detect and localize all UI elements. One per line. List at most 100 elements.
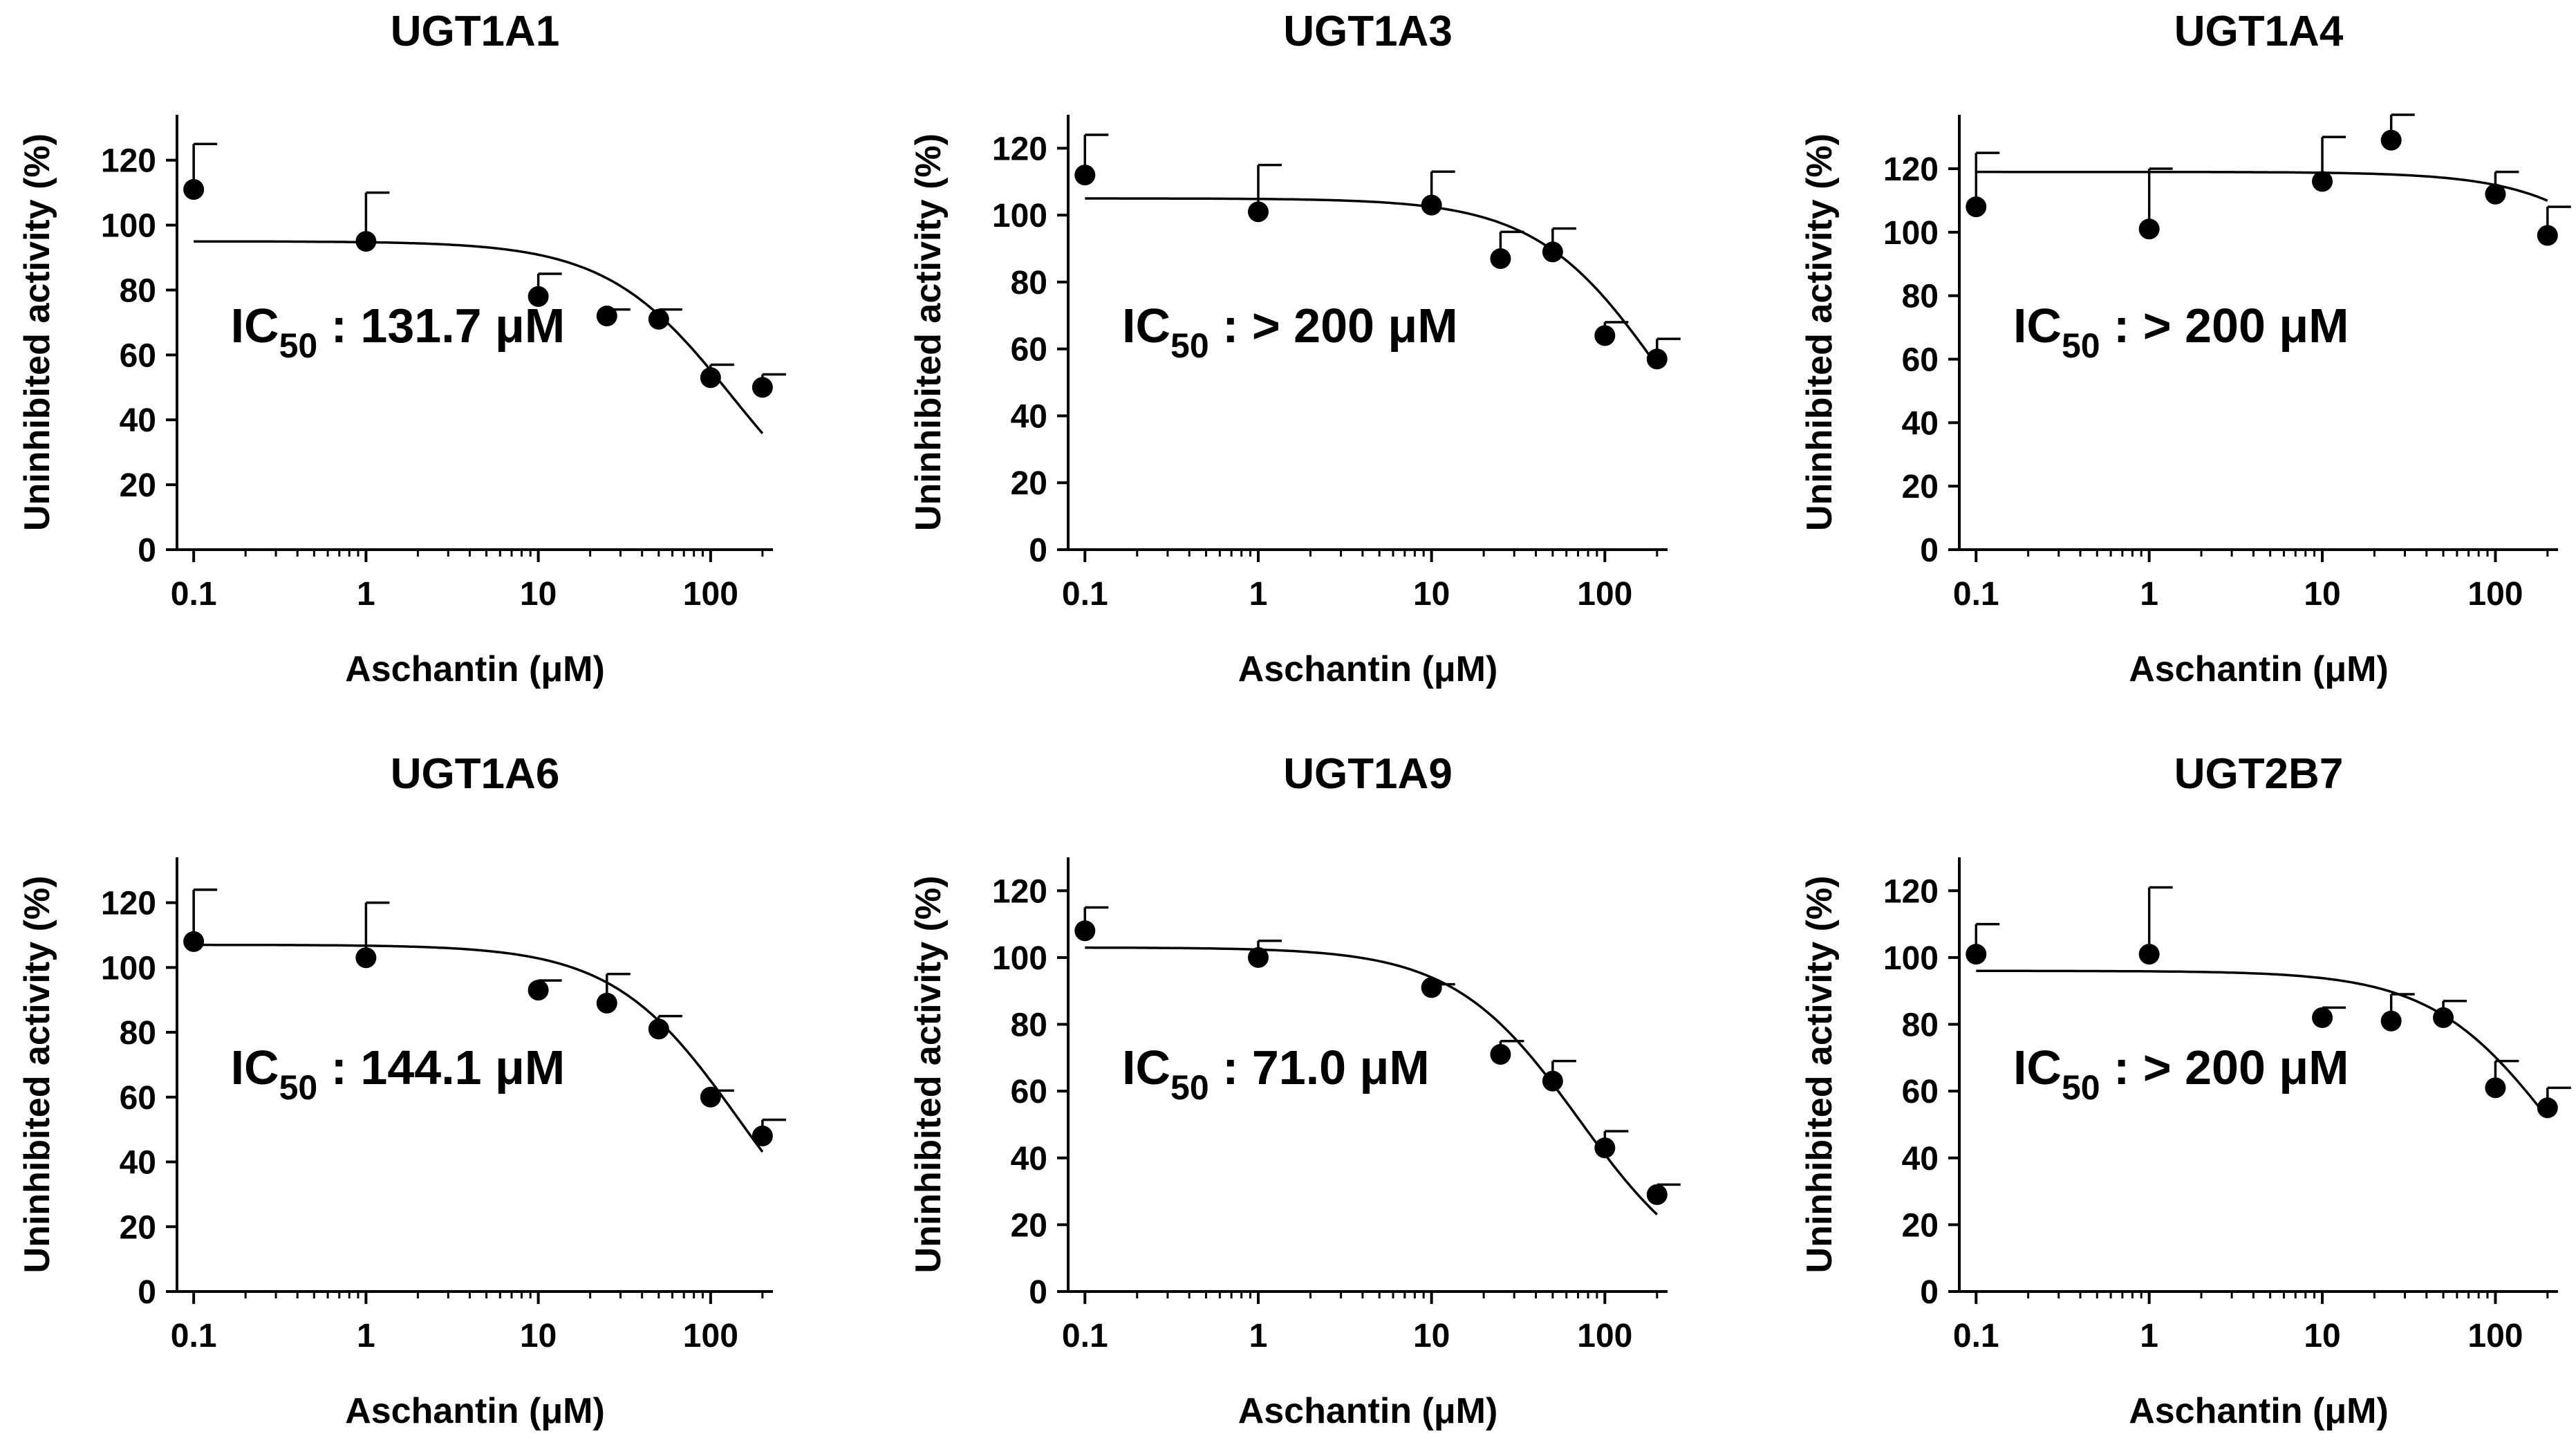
y-tick-label: 80 [120, 1015, 156, 1052]
data-point [1490, 248, 1511, 270]
y-tick-label: 60 [1011, 1074, 1047, 1110]
data-point [1966, 944, 1987, 965]
y-tick-label: 0 [138, 1274, 156, 1311]
ic50-prefix: IC [231, 1041, 279, 1094]
ic50-value: : 71.0 μM [1209, 1041, 1430, 1094]
data-point [2312, 171, 2333, 192]
y-axis-label: Uninhibited activity (%) [908, 876, 949, 1274]
x-tick-label: 100 [2467, 1318, 2523, 1354]
data-point [355, 947, 377, 969]
y-tick-label: 80 [1902, 1007, 1939, 1044]
data-point [596, 306, 617, 327]
x-tick-label: 10 [2304, 1318, 2340, 1354]
data-point [2380, 1010, 2402, 1032]
ic50-subscript: 50 [1170, 1068, 1209, 1107]
y-tick-label: 0 [1920, 532, 1939, 569]
data-point [2537, 225, 2558, 246]
y-tick-label: 120 [101, 886, 156, 922]
y-axis-label: Uninhibited activity (%) [17, 876, 57, 1274]
y-tick-label: 20 [120, 1209, 156, 1246]
x-tick-label: 1 [2140, 1318, 2158, 1354]
data-point [2380, 129, 2402, 151]
y-tick-label: 40 [1902, 1141, 1939, 1177]
data-point [183, 931, 205, 952]
y-tick-label: 100 [101, 208, 156, 245]
y-tick-label: 60 [1902, 342, 1939, 379]
data-point [528, 980, 549, 1001]
x-tick-label: 1 [1249, 1318, 1268, 1354]
ic50-prefix: IC [231, 299, 279, 353]
data-point [1594, 325, 1616, 346]
y-tick-label: 80 [120, 272, 156, 309]
ic50-prefix: IC [2013, 1041, 2062, 1094]
y-tick-label: 20 [1011, 1207, 1047, 1244]
ic50-prefix: IC [1122, 299, 1170, 353]
y-tick-label: 100 [992, 198, 1047, 234]
y-tick-label: 80 [1011, 1007, 1047, 1044]
y-tick-label: 100 [101, 950, 156, 987]
data-point [752, 1126, 773, 1147]
ic50-annotation: IC50 : > 200 μM [2013, 299, 2349, 365]
ic50-annotation: IC50 : > 200 μM [2013, 1041, 2349, 1107]
x-tick-label: 0.1 [1953, 1318, 1999, 1354]
y-tick-label: 120 [1883, 873, 1939, 910]
chart-title: UGT1A9 [1283, 750, 1453, 798]
data-point [2433, 1007, 2454, 1028]
y-tick-label: 20 [120, 467, 156, 504]
ic50-prefix: IC [1122, 1041, 1170, 1094]
y-tick-label: 60 [120, 1080, 156, 1117]
x-tick-label: 10 [1413, 576, 1450, 613]
y-tick-label: 40 [1011, 398, 1047, 435]
data-point [1542, 241, 1563, 263]
data-point [2138, 944, 2160, 965]
data-point [1247, 201, 1269, 223]
data-point [528, 286, 549, 307]
y-tick-label: 80 [1902, 279, 1939, 315]
data-point [355, 231, 377, 252]
fit-curve [1976, 170, 2548, 202]
ic50-annotation: IC50 : > 200 μM [1122, 299, 1458, 365]
ic50-prefix: IC [2013, 299, 2062, 353]
panel-ugt1a9: UGT1A9 0 20 40 60 80 100 120 0.1 1 10 100 Aschantin … [908, 750, 1681, 1431]
ic50-value: : > 200 μM [2100, 1041, 2349, 1094]
data-point [1594, 1137, 1616, 1159]
y-tick-label: 120 [992, 873, 1047, 910]
chart-title: UGT1A4 [2174, 8, 2344, 55]
panel-ugt1a4: UGT1A4 0 20 40 60 80 100 120 0.1 1 10 100 Aschantin … [1800, 8, 2571, 689]
y-tick-label: 0 [1920, 1274, 1939, 1311]
ic50-subscript: 50 [2062, 1068, 2100, 1107]
panel-ugt1a3: UGT1A3 0 20 40 60 80 100 120 0.1 1 10 100 Aschantin … [908, 8, 1681, 689]
chart-title: UGT1A1 [391, 8, 560, 55]
y-axis-label: Uninhibited activity (%) [908, 133, 949, 531]
data-point [648, 308, 669, 330]
data-point [752, 377, 773, 398]
data-point [2485, 1077, 2506, 1099]
data-point [1646, 1184, 1668, 1205]
y-axis-label: Uninhibited activity (%) [1800, 876, 1840, 1274]
ic50-value: : > 200 μM [2100, 299, 2349, 353]
y-tick-label: 20 [1902, 1207, 1939, 1244]
y-tick-label: 40 [120, 402, 156, 439]
ic50-annotation: IC50 : 71.0 μM [1122, 1041, 1430, 1107]
panel-ugt1a6: UGT1A6 0 20 40 60 80 100 120 0.1 1 10 100 Aschantin … [17, 750, 786, 1431]
data-point [2312, 1007, 2333, 1028]
ic50-annotation: IC50 : 131.7 μM [231, 299, 566, 365]
y-axis-label: Uninhibited activity (%) [17, 133, 57, 531]
ic50-subscript: 50 [279, 1068, 318, 1107]
data-point [2138, 218, 2160, 240]
y-tick-label: 0 [138, 532, 156, 569]
data-point [1421, 977, 1442, 998]
x-tick-label: 10 [520, 1318, 557, 1354]
ic50-value: : > 200 μM [1209, 299, 1458, 353]
data-point [1074, 165, 1096, 186]
y-tick-label: 20 [1902, 469, 1939, 505]
x-tick-label: 1 [357, 576, 375, 613]
ic50-subscript: 50 [1170, 326, 1209, 365]
x-axis-label: Aschantin (μM) [345, 649, 605, 689]
y-tick-label: 80 [1011, 265, 1047, 301]
y-tick-label: 60 [1902, 1074, 1939, 1110]
x-axis-label: Aschantin (μM) [345, 1391, 605, 1431]
y-tick-label: 120 [992, 131, 1047, 167]
x-tick-label: 10 [1413, 1318, 1450, 1354]
